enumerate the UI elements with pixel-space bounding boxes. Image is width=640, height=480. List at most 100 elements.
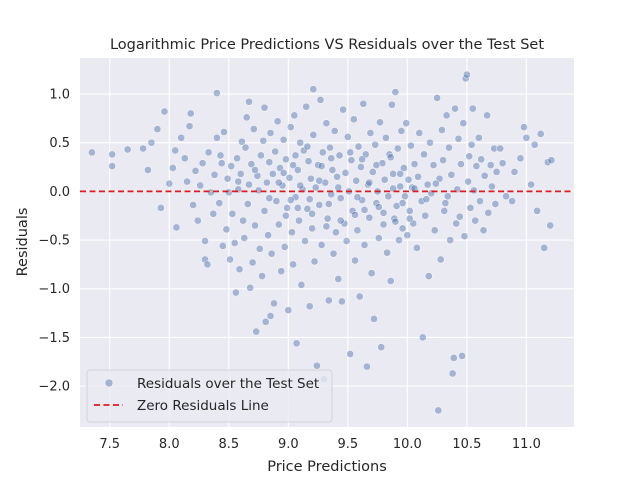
data-point: [347, 156, 356, 165]
data-point: [322, 222, 331, 231]
data-point: [418, 333, 427, 342]
data-point: [390, 214, 399, 223]
data-point: [483, 111, 491, 120]
data-point: [403, 231, 412, 240]
data-point: [297, 281, 306, 289]
data-point: [266, 129, 275, 137]
data-point: [360, 206, 369, 214]
data-point: [336, 216, 345, 225]
data-point: [255, 244, 264, 253]
data-point: [413, 244, 421, 252]
data-point: [374, 203, 383, 211]
data-point: [496, 144, 505, 153]
data-point: [424, 272, 433, 280]
data-point: [224, 188, 233, 197]
data-point: [242, 113, 251, 122]
data-point: [366, 129, 375, 137]
data-point: [309, 85, 318, 94]
data-point: [433, 94, 441, 102]
data-point: [540, 244, 549, 252]
data-point: [183, 177, 191, 186]
data-point: [374, 234, 383, 242]
data-point: [452, 219, 461, 228]
data-point: [243, 200, 252, 208]
data-point: [372, 199, 381, 207]
data-point: [186, 109, 195, 118]
data-point: [449, 354, 458, 362]
data-point: [386, 153, 395, 162]
data-point: [463, 70, 471, 79]
data-point: [410, 160, 419, 168]
data-point: [201, 255, 209, 264]
data-point: [303, 142, 312, 151]
data-point: [301, 237, 309, 245]
data-point: [204, 148, 213, 157]
y-tick-label: −0.5: [38, 234, 70, 249]
data-point: [376, 118, 384, 127]
data-point: [358, 196, 366, 204]
data-point: [358, 155, 366, 164]
data-point: [459, 119, 468, 128]
data-point: [222, 225, 231, 234]
data-point: [530, 140, 539, 149]
data-point: [308, 224, 316, 233]
data-point: [324, 200, 333, 208]
data-point: [351, 210, 359, 219]
data-point: [343, 133, 352, 141]
data-point: [274, 220, 283, 229]
data-point: [488, 182, 496, 191]
data-point: [490, 144, 499, 153]
data-point: [386, 277, 395, 285]
data-point: [266, 312, 275, 320]
data-point: [282, 155, 290, 164]
data-point: [272, 197, 281, 205]
data-point: [346, 350, 355, 358]
data-point: [395, 236, 403, 244]
data-point: [371, 140, 380, 149]
data-point: [245, 180, 253, 189]
data-point: [292, 339, 301, 348]
data-point: [464, 177, 472, 186]
x-tick-label: 8.5: [218, 437, 239, 452]
data-point: [273, 117, 282, 126]
data-point: [368, 168, 377, 176]
data-point: [147, 138, 156, 147]
data-point: [397, 127, 406, 135]
data-point: [460, 232, 469, 241]
chart-title: Logarithmic Price Predictions VS Residua…: [110, 37, 544, 53]
data-point: [213, 89, 221, 97]
data-point: [341, 169, 350, 177]
data-point: [315, 201, 324, 209]
data-point: [417, 197, 426, 205]
data-point: [492, 168, 501, 176]
data-point: [213, 133, 221, 142]
data-point: [157, 204, 165, 212]
data-point: [354, 142, 363, 151]
x-tick-label: 7.5: [99, 437, 120, 452]
data-point: [334, 183, 343, 192]
data-point: [249, 125, 258, 133]
data-point: [391, 88, 400, 96]
data-point: [285, 173, 294, 182]
data-point: [193, 216, 202, 225]
data-point: [317, 241, 326, 249]
data-point: [265, 158, 274, 167]
data-point: [346, 148, 355, 157]
data-point: [458, 352, 466, 360]
data-point: [153, 125, 162, 133]
data-point: [404, 175, 413, 184]
data-point: [384, 192, 393, 201]
data-point: [234, 177, 243, 186]
data-point: [248, 258, 257, 267]
data-point: [422, 195, 431, 204]
data-point: [191, 167, 200, 175]
data-point: [323, 214, 332, 223]
data-point: [296, 181, 305, 190]
data-point: [436, 255, 445, 264]
data-point: [332, 228, 340, 237]
data-point: [286, 196, 295, 204]
data-point: [289, 260, 297, 269]
legend-scatter-marker: [104, 378, 114, 388]
data-point: [267, 249, 276, 258]
